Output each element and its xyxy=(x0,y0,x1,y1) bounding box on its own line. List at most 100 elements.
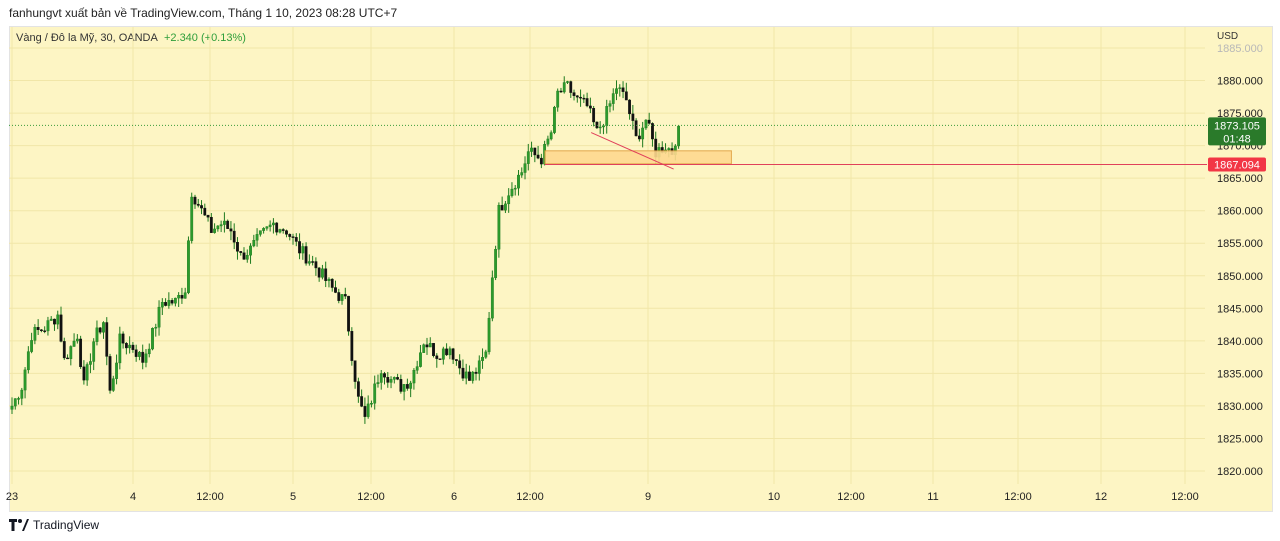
candle-body xyxy=(209,216,213,233)
candle-body xyxy=(556,90,560,108)
candle-body xyxy=(562,82,566,93)
candle-body xyxy=(539,157,543,165)
candle-body xyxy=(481,357,484,361)
candle-body xyxy=(546,138,550,145)
candle-body xyxy=(46,320,50,332)
candle-body xyxy=(128,344,132,349)
candle-body xyxy=(85,364,89,381)
y-tick-label: 1840.000 xyxy=(1217,336,1263,348)
x-tick-label: 12:00 xyxy=(357,491,385,503)
candle-body xyxy=(321,268,324,278)
footer-brand: TradingView xyxy=(33,518,100,532)
candle-body xyxy=(219,224,223,227)
candle-body xyxy=(487,317,491,353)
candle-body xyxy=(409,382,413,389)
candle-body xyxy=(49,318,53,321)
candle-body xyxy=(294,237,298,242)
y-tick-label: 1885.000 xyxy=(1217,43,1263,55)
x-tick-label: 12:00 xyxy=(837,491,865,503)
candle-body xyxy=(229,228,233,232)
y-tick-label: 1825.000 xyxy=(1217,433,1263,445)
candle-body xyxy=(144,353,148,363)
candle-body xyxy=(173,297,177,304)
trendline xyxy=(590,132,674,170)
candle-body xyxy=(43,330,47,332)
candle-body xyxy=(598,126,602,129)
candle-body xyxy=(611,93,615,104)
candle-body xyxy=(30,340,34,352)
candle-body xyxy=(402,384,406,392)
candle-body xyxy=(187,240,190,293)
candle-body xyxy=(196,203,200,206)
candle-body xyxy=(461,367,465,379)
symbol-legend: Vàng / Đô la Mỹ, 30, OANDA +2.340 (+0.13… xyxy=(16,32,246,44)
candle-body xyxy=(360,396,364,407)
x-tick-label: 9 xyxy=(645,491,651,503)
current-price-badge xyxy=(1208,117,1266,146)
candle-body xyxy=(575,95,579,98)
candle-body xyxy=(33,327,37,341)
candle-body xyxy=(595,121,599,129)
candle-body xyxy=(647,119,651,124)
candle-body xyxy=(157,306,161,328)
x-tick-label: 12 xyxy=(1095,491,1107,503)
x-tick-label: 11 xyxy=(927,491,938,503)
candle-body xyxy=(222,220,226,225)
candle-body xyxy=(451,348,455,360)
y-tick-label: 1880.000 xyxy=(1217,76,1263,88)
candle-body xyxy=(147,348,151,355)
candle-body xyxy=(435,355,439,359)
candle-body xyxy=(200,205,203,209)
candle-body xyxy=(72,340,76,347)
candle-body xyxy=(183,292,187,299)
candle-body xyxy=(20,389,24,399)
support-zone xyxy=(544,150,732,165)
candle-body xyxy=(275,222,279,233)
candle-body xyxy=(249,245,252,256)
candle-body xyxy=(79,338,83,368)
candle-body xyxy=(281,229,285,231)
level-badge xyxy=(1208,157,1266,172)
candle-body xyxy=(278,229,282,233)
candle-body xyxy=(605,106,609,126)
x-tick-label: 10 xyxy=(768,491,780,503)
candle-body xyxy=(513,187,517,190)
candle-body xyxy=(108,356,112,391)
candle-body xyxy=(111,378,115,391)
candle-body xyxy=(268,224,272,227)
candle-body xyxy=(667,148,671,151)
candle-body xyxy=(582,97,586,100)
candle-body xyxy=(592,108,596,123)
candle-body xyxy=(334,287,337,293)
candle-body xyxy=(477,360,481,374)
chart-area[interactable] xyxy=(9,26,1273,512)
candle-body xyxy=(298,241,301,254)
candle-body xyxy=(526,151,530,164)
candle-body xyxy=(419,352,422,367)
candle-body xyxy=(131,344,135,350)
candle-body xyxy=(441,348,445,360)
candle-body xyxy=(422,344,426,353)
candle-body xyxy=(641,127,645,140)
candle-body xyxy=(631,113,635,121)
candle-body xyxy=(245,254,249,260)
candle-body xyxy=(474,371,478,374)
candle-body xyxy=(141,351,145,363)
candle-body xyxy=(213,228,216,233)
x-tick-label: 12:00 xyxy=(516,491,544,503)
candle-body xyxy=(356,381,360,397)
candle-body xyxy=(330,278,334,288)
candle-body xyxy=(572,92,576,96)
candle-body xyxy=(376,382,380,385)
candle-body xyxy=(510,188,514,196)
candle-body xyxy=(167,300,171,306)
candle-body xyxy=(468,371,471,381)
candle-body xyxy=(471,371,475,381)
footer: TradingView xyxy=(9,518,99,532)
candle-body xyxy=(66,357,69,360)
candle-body xyxy=(458,360,462,369)
candle-body xyxy=(445,348,448,356)
x-tick-label: 4 xyxy=(130,491,136,503)
candle-body xyxy=(500,205,504,211)
